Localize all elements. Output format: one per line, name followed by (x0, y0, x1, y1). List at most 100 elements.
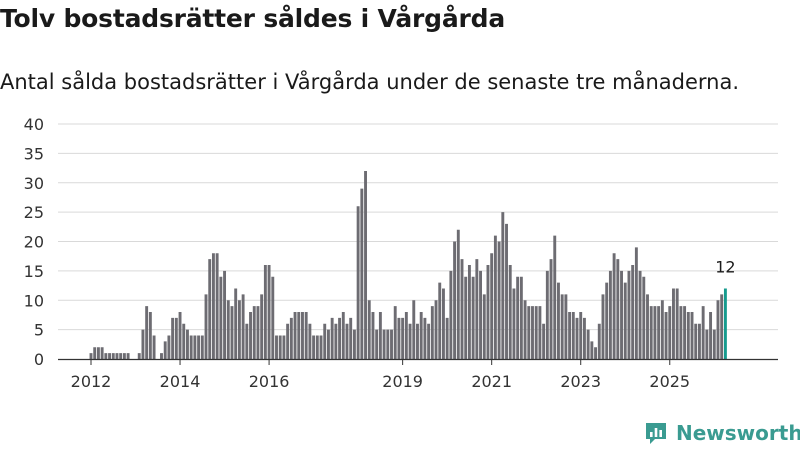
y-tick-label: 5 (34, 321, 44, 340)
bar (575, 317, 579, 359)
bar (89, 353, 93, 359)
newsworthy-logo[interactable]: Newsworthy (644, 420, 800, 446)
bar (122, 353, 126, 359)
bar (197, 335, 201, 359)
bar (100, 347, 104, 359)
bar (557, 282, 560, 359)
bar (527, 306, 531, 359)
bar (694, 323, 698, 359)
bar (356, 206, 360, 359)
bar (386, 329, 390, 359)
bar (397, 317, 401, 359)
bar (605, 282, 609, 359)
bar (657, 306, 661, 359)
bar (701, 306, 705, 359)
x-tick-label: 2014 (160, 372, 201, 391)
bar (675, 288, 679, 359)
bar (434, 300, 438, 359)
bar (174, 317, 178, 359)
bar (260, 294, 264, 359)
bar (234, 288, 238, 359)
bar (152, 335, 156, 359)
bar (252, 306, 256, 359)
bar (519, 276, 523, 359)
bar (241, 294, 245, 359)
bar (301, 312, 304, 359)
bar (167, 335, 171, 359)
bar (460, 259, 464, 359)
bar (642, 276, 646, 359)
bar (104, 353, 108, 359)
bar (505, 223, 508, 359)
y-tick-label: 35 (24, 144, 44, 163)
bar (338, 317, 342, 359)
bar (620, 270, 623, 359)
bar (304, 312, 308, 359)
bar (686, 312, 690, 359)
bar (690, 312, 694, 359)
bar (538, 306, 542, 359)
bar (245, 323, 249, 359)
x-tick-label: 2021 (471, 372, 512, 391)
bar (638, 270, 642, 359)
bar (275, 335, 278, 359)
bar (267, 265, 271, 359)
bar (367, 300, 371, 359)
bar (145, 306, 149, 359)
highlight-data-label: 12 (715, 258, 735, 277)
bar (182, 323, 186, 359)
bar (160, 353, 163, 359)
bar (315, 335, 319, 359)
bar (560, 294, 564, 359)
bar (108, 353, 111, 359)
bar (649, 306, 653, 359)
bar (627, 270, 631, 359)
bar (115, 353, 119, 359)
bar (278, 335, 282, 359)
bar (545, 270, 549, 359)
bar (352, 329, 356, 359)
bar (334, 323, 338, 359)
bar (390, 329, 393, 359)
bar (553, 235, 557, 359)
bar (401, 317, 405, 359)
bar (579, 312, 583, 359)
bar (664, 312, 668, 359)
bar (423, 317, 427, 359)
bar (393, 306, 397, 359)
bar (178, 312, 182, 359)
bar (512, 288, 516, 359)
bar (263, 265, 267, 359)
bar (631, 265, 635, 359)
bar (137, 353, 141, 359)
bar (668, 306, 672, 359)
bar (709, 312, 713, 359)
bar (594, 347, 598, 359)
bar (542, 323, 546, 359)
bar (608, 270, 612, 359)
bar (312, 335, 316, 359)
bar (430, 306, 434, 359)
x-tick-label: 2012 (71, 372, 112, 391)
bar (582, 317, 586, 359)
bar (249, 312, 252, 359)
y-tick-label: 0 (34, 350, 44, 369)
bar (289, 317, 293, 359)
x-tick-label: 2016 (249, 372, 290, 391)
y-tick-label: 25 (24, 203, 44, 222)
bar (586, 329, 590, 359)
bar (375, 329, 379, 359)
bar (371, 312, 375, 359)
bar (464, 276, 468, 359)
bar (508, 265, 512, 359)
bar (456, 229, 460, 359)
bar (449, 270, 453, 359)
bar (616, 259, 620, 359)
bar (404, 312, 408, 359)
bar (612, 253, 616, 359)
bar (378, 312, 382, 359)
bar (590, 341, 594, 359)
bar (360, 188, 364, 359)
bar (646, 294, 649, 359)
